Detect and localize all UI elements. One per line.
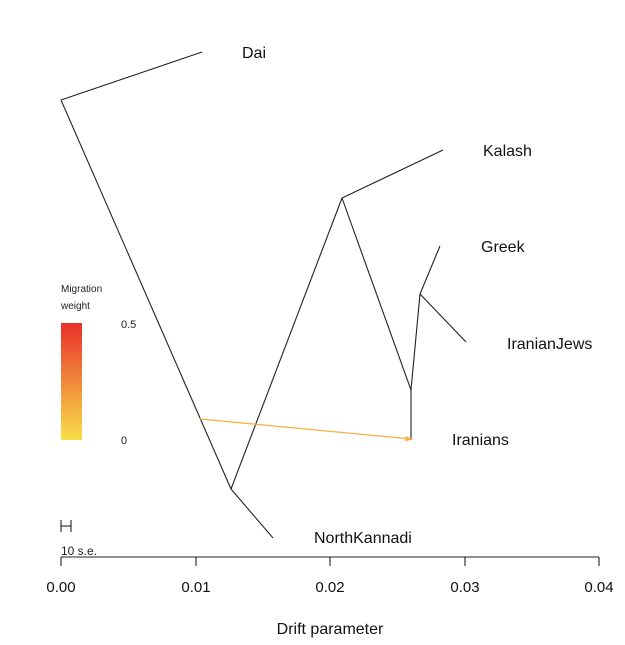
leaf-label-northkannadi: NorthKannadi <box>314 530 412 547</box>
tree-edges <box>60 51 467 539</box>
edge-node4-greek <box>419 245 441 295</box>
x-tick-label-4: 0.04 <box>584 579 613 596</box>
leaf-label-greek: Greek <box>481 239 526 256</box>
edge-node1-northkannadi <box>230 488 274 539</box>
legend-min-label: 0 <box>121 435 127 447</box>
legend-title-line2: weight <box>60 301 90 312</box>
x-tick-label-2: 0.02 <box>315 579 344 596</box>
edge-node1-node2 <box>230 197 343 490</box>
edge-node3-node4 <box>410 293 421 391</box>
x-tick-label-3: 0.03 <box>450 579 479 596</box>
x-axis-tick-labels: 0.00 0.01 0.02 0.03 0.04 <box>46 579 613 596</box>
leaf-label-iranianjews: IranianJews <box>507 336 592 353</box>
x-axis-title: Drift parameter <box>277 621 384 638</box>
leaf-label-dai: Dai <box>242 45 266 62</box>
edge-node4-iranianjews <box>419 293 467 343</box>
x-tick-label-1: 0.01 <box>181 579 210 596</box>
migration-legend: Migration weight 0.5 0 <box>60 284 136 447</box>
scale-bar-label: 10 s.e. <box>61 544 97 558</box>
edge-node2-node3 <box>341 197 412 391</box>
scale-bar <box>60 520 72 532</box>
edge-node2-kalash <box>341 149 444 199</box>
x-axis <box>60 556 600 566</box>
legend-max-label: 0.5 <box>121 319 136 331</box>
edge-root-dai <box>60 51 203 101</box>
leaf-labels: Dai Kalash Greek IranianJews Iranians No… <box>242 45 592 547</box>
migration-line <box>199 418 412 440</box>
migration-arrowhead <box>405 436 413 442</box>
migration-edge <box>199 418 413 442</box>
leaf-label-kalash: Kalash <box>483 143 532 160</box>
leaf-label-iranians: Iranians <box>452 432 509 449</box>
legend-color-bar <box>61 323 82 440</box>
edge-root-node1 <box>60 99 232 490</box>
x-tick-label-0: 0.00 <box>46 579 75 596</box>
legend-title-line1: Migration <box>61 284 102 295</box>
